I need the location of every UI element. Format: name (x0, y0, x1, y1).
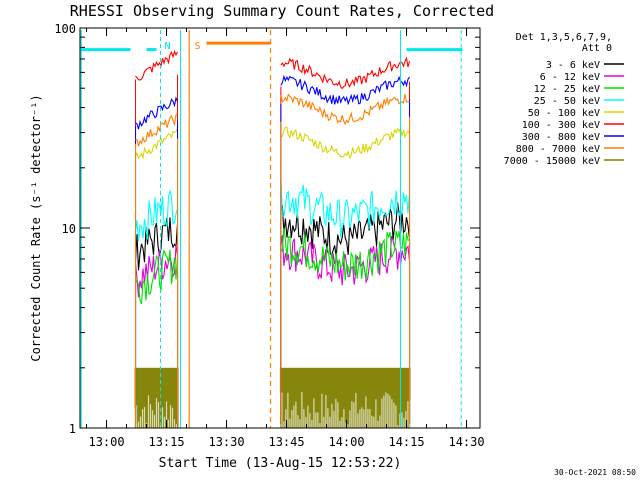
series-lines (134, 50, 411, 424)
series-line-8-interval-1 (135, 112, 178, 147)
legend-label-7: 300 - 800 keV (522, 132, 600, 143)
x-tick-label-6: 14:15 (388, 435, 424, 449)
y-tick-label-3: 100 (54, 22, 76, 36)
x-tick-label-3: 13:30 (208, 435, 244, 449)
legend-label-5: 50 - 100 keV (528, 108, 600, 119)
interval-band-texture-1 (133, 395, 178, 428)
legend-label-1: 3 - 6 keV (546, 60, 600, 71)
x-tick-label-1: 13:00 (88, 435, 124, 449)
annotation-label-1: N (165, 41, 171, 52)
series-line-2-interval-2 (280, 235, 411, 286)
legend-title-line-1: Det 1,3,5,6,7,9, (516, 32, 612, 43)
legend-label-2: 6 - 12 keV (540, 72, 600, 83)
observing-bands (133, 367, 411, 428)
series-line-4-interval-1 (134, 188, 179, 242)
x-tick-label-7: 14:30 (448, 435, 484, 449)
y-tick-label-1: 1 (69, 422, 76, 436)
legend-label-6: 100 - 300 keV (522, 120, 600, 131)
legend-title-line-2: Att 0 (582, 43, 612, 54)
y-tick-label-2: 10 (62, 222, 76, 236)
series-line-8-interval-2 (280, 93, 410, 126)
series-line-3-interval-1 (134, 248, 179, 305)
x-tick-label-2: 13:15 (148, 435, 184, 449)
footer-timestamp: 30-Oct-2021 08:50 (554, 468, 636, 477)
series-line-4-interval-2 (280, 178, 411, 238)
series-line-7-interval-1 (135, 96, 179, 130)
x-axis-ticks: 13:00 13:15 13:30 13:45 14:00 14:15 14:30 (86, 28, 485, 449)
series-line-3-interval-2 (280, 227, 410, 281)
series-line-6-interval-1 (135, 50, 178, 81)
y-axis-ticks: 1 10 100 (54, 22, 480, 436)
series-line-6-interval-2 (280, 56, 411, 90)
legend-label-8: 800 - 7000 keV (516, 144, 600, 155)
interval-band-texture-2 (279, 392, 411, 428)
legend-label-3: 12 - 25 keV (534, 84, 600, 95)
series-line-5-interval-1 (135, 127, 179, 160)
series-line-1-interval-2 (280, 202, 411, 259)
series-line-1-interval-1 (134, 217, 179, 271)
x-tick-label-4: 13:45 (268, 435, 304, 449)
series-line-5-interval-2 (280, 126, 410, 160)
legend-label-4: 25 - 50 keV (534, 96, 600, 107)
series-line-7-interval-2 (280, 74, 410, 106)
y-axis-label: Corrected Count Rate (s⁻¹ detector⁻¹) (29, 94, 43, 361)
x-axis-label: Start Time (13-Aug-15 12:53:22) (159, 456, 402, 471)
interval-band-2 (279, 367, 411, 428)
chart-title: RHESSI Observing Summary Count Rates, Co… (70, 2, 494, 20)
annotation-label-2: S (195, 41, 201, 52)
x-tick-label-5: 14:00 (328, 435, 364, 449)
legend-label-9: 7000 - 15000 keV (504, 156, 600, 167)
